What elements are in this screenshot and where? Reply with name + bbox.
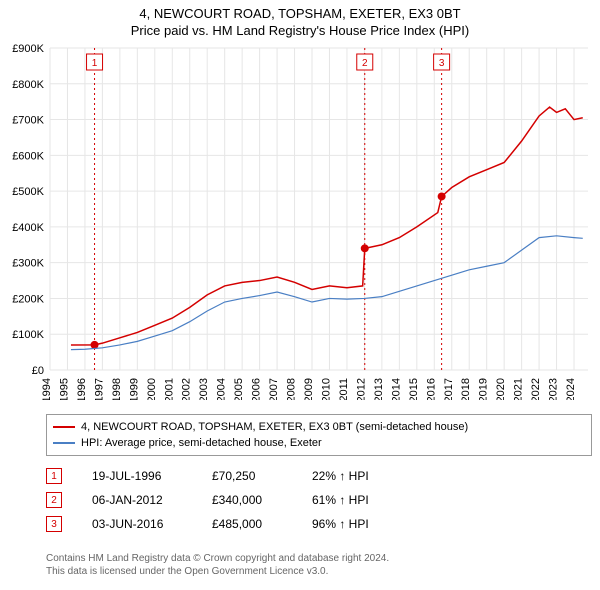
event-price: £485,000 [212,517,312,531]
svg-text:2014: 2014 [390,378,402,400]
legend-swatch [53,442,75,444]
footer: Contains HM Land Registry data © Crown c… [46,552,389,578]
legend-item: 4, NEWCOURT ROAD, TOPSHAM, EXETER, EX3 0… [53,419,585,435]
svg-text:2021: 2021 [513,378,525,400]
svg-text:2007: 2007 [268,378,280,400]
event-price: £340,000 [212,493,312,507]
svg-text:2011: 2011 [338,378,350,400]
event-row: 2 06-JAN-2012£340,00061% ↑ HPI [46,488,369,512]
svg-text:2013: 2013 [373,378,385,400]
svg-text:2009: 2009 [303,378,315,400]
svg-text:2008: 2008 [286,378,298,400]
chart-svg: £0 £100K £200K £300K £400K £500K £600K £700K £80… [0,0,600,400]
event-date: 06-JAN-2012 [92,493,212,507]
legend-item: HPI: Average price, semi-detached house,… [53,435,585,451]
svg-text:£400K: £400K [12,222,44,234]
svg-text:2018: 2018 [460,378,472,400]
svg-text:£600K: £600K [12,150,44,162]
event-row: 1 19-JUL-1996£70,25022% ↑ HPI [46,464,369,488]
svg-text:2010: 2010 [320,378,332,400]
chart-container: 4, NEWCOURT ROAD, TOPSHAM, EXETER, EX3 0… [0,0,600,590]
svg-text:2006: 2006 [251,378,263,400]
legend-label: HPI: Average price, semi-detached house,… [81,437,322,449]
svg-text:2017: 2017 [443,378,455,400]
svg-text:2004: 2004 [216,378,228,400]
svg-text:1999: 1999 [128,378,140,400]
svg-text:£100K: £100K [12,329,44,341]
svg-text:2: 2 [362,58,368,69]
legend-swatch [53,426,75,428]
svg-text:2012: 2012 [355,378,367,400]
svg-text:2002: 2002 [181,378,193,400]
footer-line1: Contains HM Land Registry data © Crown c… [46,552,389,565]
svg-text:2003: 2003 [198,378,210,400]
svg-text:£900K: £900K [12,43,44,55]
svg-text:2015: 2015 [408,378,420,400]
svg-text:2024: 2024 [565,378,577,400]
svg-text:£500K: £500K [12,186,44,198]
svg-text:2016: 2016 [425,378,437,400]
event-hpi: 61% ↑ HPI [312,493,369,507]
legend-label: 4, NEWCOURT ROAD, TOPSHAM, EXETER, EX3 0… [81,421,468,433]
event-date: 03-JUN-2016 [92,517,212,531]
event-row: 3 03-JUN-2016£485,00096% ↑ HPI [46,512,369,536]
event-badge: 2 [46,492,62,508]
event-badge: 3 [46,516,62,532]
svg-text:£0: £0 [32,365,44,377]
event-date: 19-JUL-1996 [92,469,212,483]
svg-text:£300K: £300K [12,258,44,270]
svg-text:1997: 1997 [93,378,105,400]
svg-text:2020: 2020 [495,378,507,400]
svg-text:3: 3 [439,58,445,69]
svg-text:2001: 2001 [163,378,175,400]
svg-text:2005: 2005 [233,378,245,400]
svg-text:2000: 2000 [146,378,158,400]
event-price: £70,250 [212,469,312,483]
event-hpi: 22% ↑ HPI [312,469,369,483]
svg-text:1: 1 [92,58,98,69]
svg-text:1994: 1994 [41,378,53,400]
svg-text:£800K: £800K [12,79,44,91]
svg-text:£700K: £700K [12,115,44,127]
svg-text:2022: 2022 [530,378,542,400]
svg-text:2023: 2023 [548,378,560,400]
events-table: 1 19-JUL-1996£70,25022% ↑ HPI 2 06-JAN-2012… [46,464,369,536]
legend: 4, NEWCOURT ROAD, TOPSHAM, EXETER, EX3 0… [46,414,592,456]
footer-line2: This data is licensed under the Open Gov… [46,565,389,578]
svg-text:£200K: £200K [12,293,44,305]
svg-text:1996: 1996 [76,378,88,400]
svg-text:1995: 1995 [58,378,70,400]
svg-text:2019: 2019 [478,378,490,400]
event-badge: 1 [46,468,62,484]
event-hpi: 96% ↑ HPI [312,517,369,531]
svg-text:1998: 1998 [111,378,123,400]
